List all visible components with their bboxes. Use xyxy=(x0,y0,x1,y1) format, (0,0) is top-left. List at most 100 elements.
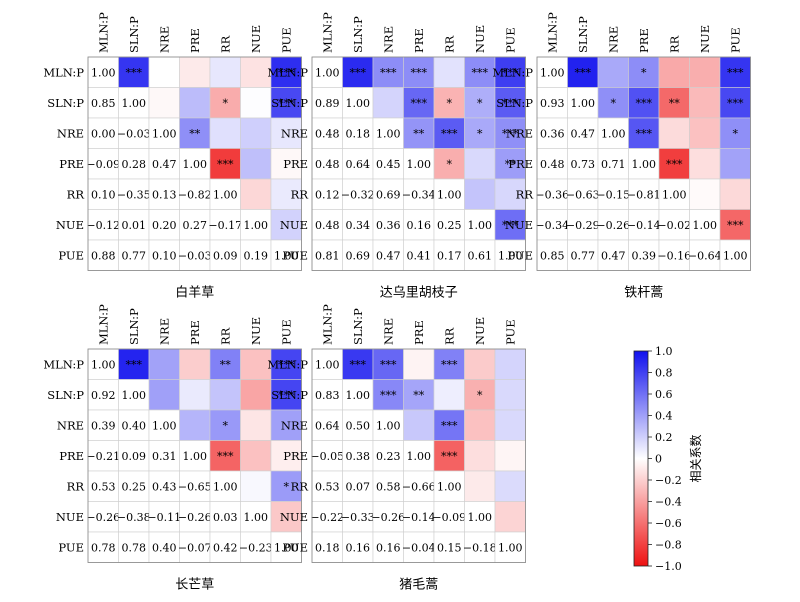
significance-marker: * xyxy=(223,97,229,110)
panel-title: 白羊草 xyxy=(175,285,214,301)
value-cell xyxy=(179,470,211,502)
value-cell xyxy=(372,239,404,271)
heatmap-panel: 1.00 *** ***0.85 1.00 * ***0.00 −0.03 1.00 **−0.… xyxy=(43,12,302,301)
row-label: NUE xyxy=(280,218,308,232)
value-cell xyxy=(658,178,690,210)
heatmap-panel: 1.00 *** * ***0.93 1.00 * *** ** ***0.36 0.47 1.00… xyxy=(492,12,751,301)
significance-marker: *** xyxy=(278,97,295,110)
significance-marker: *** xyxy=(380,358,397,371)
color-cell xyxy=(494,409,526,441)
color-cell xyxy=(270,348,302,380)
color-cell xyxy=(240,117,272,149)
cell-value-label: −0.32 xyxy=(341,188,375,201)
cell-value-label: −0.33 xyxy=(341,511,375,524)
cell-value-label: 1.00 xyxy=(183,158,208,171)
column-label: NUE xyxy=(473,25,487,53)
cell-value-label: 0.69 xyxy=(376,188,401,201)
significance-marker: *** xyxy=(727,219,744,232)
value-cell xyxy=(118,87,150,119)
color-cell xyxy=(403,348,435,380)
column-label: RR xyxy=(442,35,456,53)
color-cell xyxy=(494,117,526,149)
column-label: SLN:P xyxy=(127,308,141,345)
value-cell xyxy=(148,470,180,502)
significance-marker: *** xyxy=(727,97,744,110)
row-label: RR xyxy=(67,479,85,493)
value-cell xyxy=(118,531,150,563)
cell-value-label: −0.65 xyxy=(178,480,212,493)
column-label: SLN:P xyxy=(351,16,365,53)
color-cell xyxy=(494,56,526,88)
color-cell xyxy=(464,148,496,180)
significance-marker: ** xyxy=(413,389,425,402)
value-cell xyxy=(87,117,119,149)
row-label: PUE xyxy=(58,540,84,554)
cell-value-label: 0.85 xyxy=(540,249,565,262)
color-cell xyxy=(179,409,211,441)
color-cell xyxy=(240,178,272,210)
column-label: PRE xyxy=(188,320,202,345)
significance-marker: * xyxy=(477,97,483,110)
cell-value-label: 0.10 xyxy=(152,249,177,262)
cell-value-label: 0.16 xyxy=(346,541,371,554)
row-label: PUE xyxy=(507,248,533,262)
cell-value-label: 0.31 xyxy=(152,450,177,463)
cell-value-label: −0.38 xyxy=(117,511,151,524)
panel-frame xyxy=(311,348,526,563)
column-label: PRE xyxy=(637,28,651,53)
value-cell xyxy=(536,209,568,241)
cell-value-label: 0.18 xyxy=(315,541,340,554)
value-cell xyxy=(658,239,690,271)
value-cell xyxy=(342,440,374,472)
cell-value-label: 0.25 xyxy=(122,480,147,493)
cell-value-label: 0.34 xyxy=(346,219,371,232)
value-cell xyxy=(689,209,721,241)
cell-value-label: −0.15 xyxy=(596,188,630,201)
colorbar-tick-label: 1.0 xyxy=(655,345,673,358)
column-label: PRE xyxy=(412,320,426,345)
cell-value-label: 0.48 xyxy=(540,158,565,171)
colorbar: 1.0 0.8 0.6 0.4 0.2 0 −0.2 −0.4 −0.6 −0.8 −1.0 相关系数 xyxy=(633,345,703,573)
significance-marker: * xyxy=(733,127,739,140)
colorbar-label: 相关系数 xyxy=(688,434,703,482)
cell-value-label: 0.20 xyxy=(152,219,177,232)
cell-value-label: 0.83 xyxy=(315,389,340,402)
value-cell xyxy=(87,409,119,441)
column-label: PRE xyxy=(412,28,426,53)
color-cell xyxy=(240,379,272,411)
value-cell xyxy=(464,531,496,563)
cell-value-label: −0.26 xyxy=(178,511,212,524)
value-cell xyxy=(118,501,150,533)
color-cell xyxy=(464,409,496,441)
color-cell xyxy=(118,56,150,88)
value-cell xyxy=(567,87,599,119)
value-cell xyxy=(433,501,465,533)
significance-marker: *** xyxy=(472,66,489,79)
color-cell xyxy=(494,148,526,180)
value-cell xyxy=(372,117,404,149)
value-cell xyxy=(536,117,568,149)
color-cell xyxy=(209,56,241,88)
value-cell xyxy=(87,440,119,472)
color-cell xyxy=(719,178,751,210)
cell-value-label: −0.07 xyxy=(178,541,212,554)
significance-marker: * xyxy=(477,389,483,402)
color-cell xyxy=(209,379,241,411)
cell-value-label: 0.48 xyxy=(315,219,340,232)
color-cell xyxy=(179,87,211,119)
significance-marker: ** xyxy=(669,97,681,110)
significance-marker: *** xyxy=(380,66,397,79)
color-cell xyxy=(433,148,465,180)
value-cell xyxy=(148,117,180,149)
column-label: MLN:P xyxy=(320,304,334,345)
color-cell xyxy=(270,379,302,411)
colorbar-tick-label: 0.4 xyxy=(655,410,673,423)
column-label: PUE xyxy=(728,27,742,53)
color-cell xyxy=(179,348,211,380)
cell-value-label: −0.09 xyxy=(86,158,120,171)
significance-marker: *** xyxy=(126,358,143,371)
heatmap-panel: 1.00 *** *** *** *** ***0.89 1.00 *** * * ***0.48 0… xyxy=(267,12,526,301)
value-cell xyxy=(209,470,241,502)
value-cell xyxy=(87,87,119,119)
